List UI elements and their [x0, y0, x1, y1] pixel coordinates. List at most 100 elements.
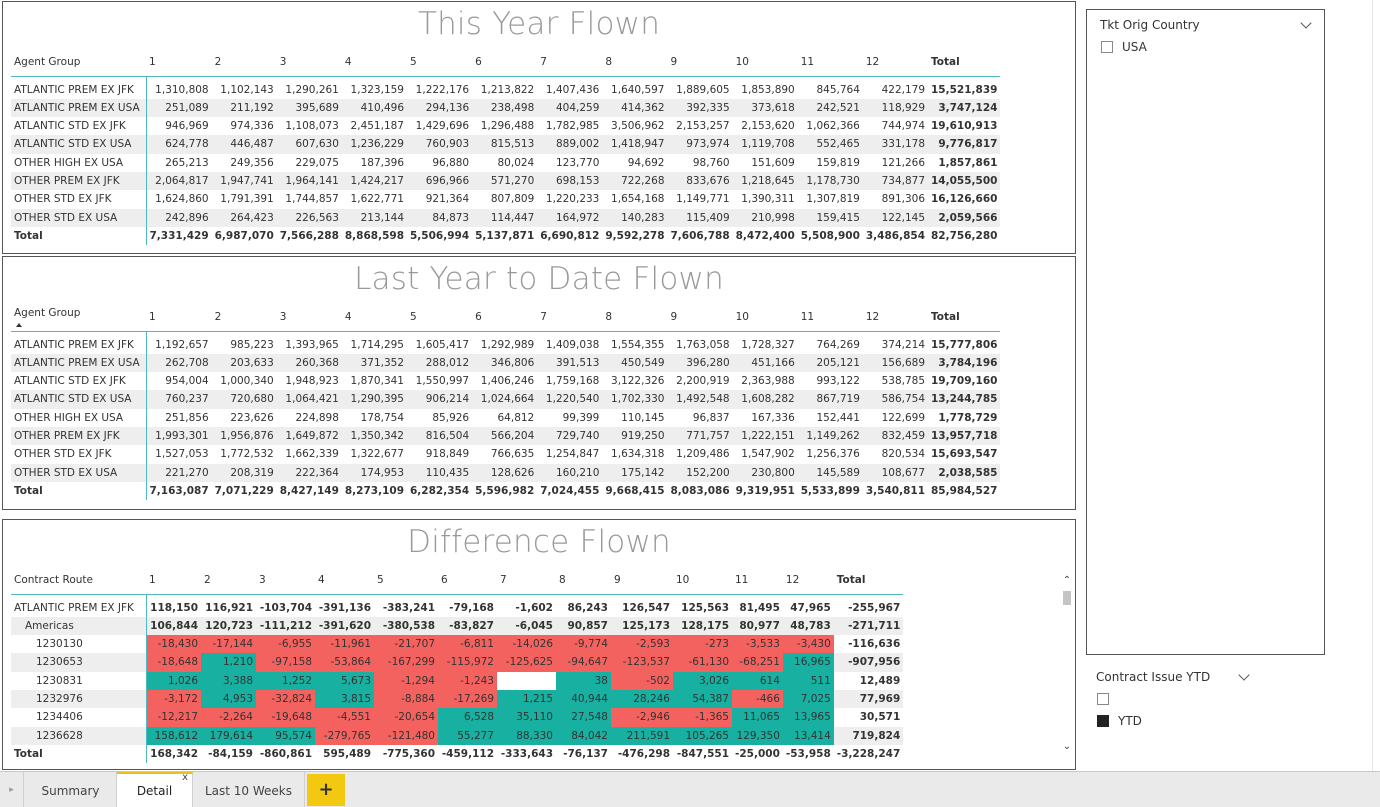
column-header[interactable]: 3 — [276, 46, 342, 77]
column-header[interactable]: 3 — [256, 564, 315, 595]
table-cell: 122,145 — [862, 208, 928, 227]
column-header[interactable]: 12 — [862, 46, 928, 77]
column-header[interactable]: 3 — [276, 301, 342, 332]
table-row[interactable]: 1230653 -18,648 1,210 -97,158 -53,864 -167,29… — [11, 653, 904, 672]
column-header[interactable]: 6 — [472, 46, 538, 77]
table-row[interactable]: 1230130 -18,430 -17,144 -6,955 -11,961 -21,70… — [11, 635, 904, 654]
column-header[interactable]: 12 — [862, 301, 928, 332]
column-header[interactable]: 2 — [201, 564, 256, 595]
table-cell: 242,521 — [797, 98, 863, 118]
column-header[interactable]: 10 — [673, 564, 732, 595]
difference-matrix[interactable]: Difference Flown Contract Route 1 2 3 4 5 6 7 8 9… — [2, 519, 1076, 770]
checkbox[interactable] — [1097, 693, 1109, 705]
tab-last-10-weeks[interactable]: Last 10 Weeks — [193, 772, 305, 807]
table-row[interactable]: 1236628 158,612 179,614 95,574 -279,765 -121,… — [11, 726, 904, 745]
checkbox-checked[interactable] — [1097, 715, 1109, 727]
table-row[interactable]: ATLANTIC PREM EX JFK 118,150 116,921 -103,7… — [11, 594, 904, 617]
table-row[interactable]: ATLANTIC PREM EX JFK 1,310,808 1,102,143 1,… — [11, 76, 1001, 99]
column-header[interactable]: 6 — [472, 301, 538, 332]
table-row[interactable]: OTHER STD EX JFK 1,624,860 1,791,391 1,744,… — [11, 190, 1001, 209]
column-header[interactable]: 11 — [797, 301, 863, 332]
chevron-down-icon[interactable] — [1238, 669, 1250, 681]
table-row[interactable]: ATLANTIC STD EX JFK 946,969 974,336 1,108,0… — [11, 117, 1001, 136]
column-header[interactable]: 4 — [315, 564, 374, 595]
table-cell: 918,849 — [407, 445, 473, 464]
column-header[interactable]: 7 — [537, 46, 603, 77]
vertical-scrollbar[interactable]: ⌃ ⌄ — [1061, 574, 1073, 754]
column-header[interactable]: 7 — [497, 564, 556, 595]
column-header[interactable]: 6 — [438, 564, 497, 595]
column-header[interactable]: 11 — [732, 564, 783, 595]
row-header[interactable]: Contract Route — [11, 564, 146, 595]
column-header[interactable]: 9 — [667, 301, 733, 332]
table-row[interactable]: OTHER STD EX JFK 1,527,053 1,772,532 1,662,… — [11, 445, 1001, 464]
column-header[interactable]: 1 — [146, 46, 212, 77]
table-row[interactable]: Americas 106,844 120,723 -111,212 -391,620 -3… — [11, 616, 904, 636]
table-row[interactable]: OTHER HIGH EX USA 251,856 223,626 224,898 17… — [11, 408, 1001, 427]
column-header[interactable]: 4 — [341, 301, 407, 332]
table-row[interactable]: ATLANTIC PREM EX USA 262,708 203,633 260,36… — [11, 353, 1001, 373]
column-header[interactable]: 11 — [797, 46, 863, 77]
table-row[interactable]: OTHER PREM EX JFK 1,993,301 1,956,876 1,649… — [11, 426, 1001, 446]
table-cell: 1,622,771 — [341, 190, 407, 209]
tab-summary[interactable]: Summary — [25, 772, 117, 807]
row-header[interactable]: Agent Group — [11, 301, 146, 332]
column-header[interactable]: Total — [928, 46, 1001, 77]
column-header[interactable]: 12 — [782, 564, 834, 595]
add-page-button[interactable]: + — [307, 774, 345, 806]
checkbox[interactable] — [1101, 41, 1113, 53]
table-row[interactable]: OTHER STD EX USA 242,896 264,423 226,563 213… — [11, 208, 1001, 227]
this-year-matrix[interactable]: This Year Flown Agent Group 1 2 3 4 5 6 7 8 9 10 11… — [2, 1, 1076, 254]
sort-ascending-icon[interactable] — [16, 322, 22, 327]
table-row[interactable]: ATLANTIC PREM EX USA 251,089 211,192 395,68… — [11, 98, 1001, 118]
table-cell: -83,827 — [438, 616, 497, 636]
column-header[interactable]: 8 — [602, 46, 668, 77]
column-header[interactable]: 10 — [732, 301, 798, 332]
column-header[interactable]: 1 — [146, 564, 201, 595]
table-row[interactable]: OTHER PREM EX JFK 2,064,817 1,947,741 1,964… — [11, 171, 1001, 191]
table-row[interactable]: ATLANTIC STD EX USA 624,778 446,487 607,630… — [11, 135, 1001, 154]
row-header[interactable]: Agent Group — [11, 46, 146, 77]
column-header[interactable]: 7 — [537, 301, 603, 332]
column-header[interactable]: 2 — [211, 301, 277, 332]
slicer-option-ytd[interactable]: YTD — [1086, 710, 1325, 732]
slicer-option-blank[interactable] — [1086, 688, 1325, 710]
table-row[interactable]: OTHER HIGH EX USA 265,213 249,356 229,075 18… — [11, 153, 1001, 172]
slicer-option-usa[interactable]: USA — [1087, 36, 1324, 58]
table-row[interactable]: 1234406 -12,217 -2,264 -19,648 -4,551 -20,654… — [11, 708, 904, 727]
tkt-orig-country-slicer[interactable]: Tkt Orig Country USA — [1086, 9, 1325, 655]
table-cell: 47,965 — [782, 594, 834, 617]
column-header[interactable]: 9 — [667, 46, 733, 77]
table-cell: 88,330 — [497, 726, 556, 745]
table-row[interactable]: OTHER STD EX USA 221,270 208,319 222,364 174… — [11, 463, 1001, 482]
column-header[interactable]: Total — [833, 564, 904, 595]
column-header[interactable]: 9 — [611, 564, 673, 595]
column-header[interactable]: 8 — [602, 301, 668, 332]
scroll-thumb[interactable] — [1063, 591, 1071, 605]
close-icon[interactable]: x — [182, 772, 188, 783]
column-header[interactable]: 10 — [732, 46, 798, 77]
table-cell: -53,864 — [315, 653, 374, 672]
last-year-matrix[interactable]: Last Year to Date Flown Agent Group 1 2 3 4 5… — [2, 256, 1076, 510]
column-header[interactable]: Total — [928, 301, 1001, 332]
column-header[interactable]: 8 — [556, 564, 611, 595]
table-row[interactable]: ATLANTIC PREM EX JFK 1,192,657 985,223 1,39… — [11, 331, 1001, 354]
table-row[interactable]: ATLANTIC STD EX JFK 954,004 1,000,340 1,948… — [11, 372, 1001, 391]
column-header[interactable]: 5 — [374, 564, 438, 595]
tab-detail[interactable]: Detail x — [117, 772, 193, 807]
column-header[interactable]: 4 — [341, 46, 407, 77]
column-header[interactable]: 5 — [407, 301, 473, 332]
table-row[interactable]: ATLANTIC STD EX USA 760,237 720,680 1,064,4… — [11, 390, 1001, 409]
table-row[interactable]: 1232976 -3,172 4,953 -32,824 3,815 -8,884 -17,… — [11, 689, 904, 709]
column-header[interactable]: 2 — [211, 46, 277, 77]
column-header[interactable]: 5 — [407, 46, 473, 77]
tab-scroll-left-icon[interactable]: ▸ — [0, 772, 24, 807]
contract-issue-ytd-slicer[interactable]: Contract Issue YTD YTD — [1086, 662, 1325, 762]
scroll-down-icon[interactable]: ⌄ — [1062, 741, 1072, 752]
chevron-down-icon[interactable] — [1300, 17, 1312, 29]
table-cell: 106,844 — [146, 616, 201, 636]
scroll-up-icon[interactable]: ⌃ — [1062, 575, 1072, 586]
table-row[interactable]: 1230831 1,026 3,388 1,252 5,673 -1,294 -1,243 3… — [11, 671, 904, 690]
table-cell: 19,709,160 — [928, 372, 1001, 391]
column-header[interactable]: 1 — [146, 301, 212, 332]
